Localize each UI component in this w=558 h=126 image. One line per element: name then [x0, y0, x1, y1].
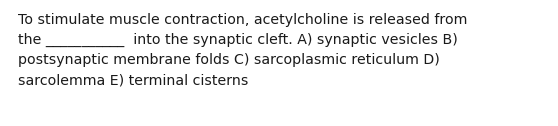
- Text: To stimulate muscle contraction, acetylcholine is released from
the ___________ : To stimulate muscle contraction, acetylc…: [18, 13, 468, 87]
